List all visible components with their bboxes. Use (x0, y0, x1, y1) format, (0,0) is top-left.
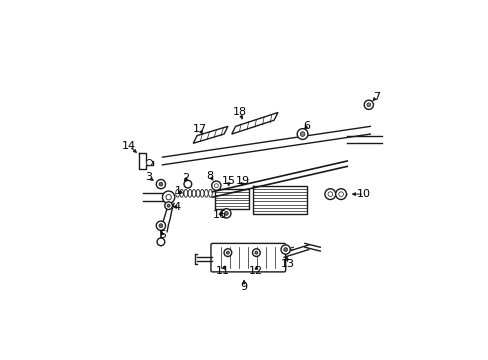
Text: 17: 17 (192, 124, 206, 134)
Circle shape (214, 184, 218, 188)
Text: 19: 19 (235, 176, 249, 186)
Circle shape (162, 191, 174, 203)
Circle shape (226, 251, 229, 254)
Text: 8: 8 (206, 171, 213, 181)
Text: 1: 1 (175, 186, 182, 196)
Circle shape (183, 180, 191, 188)
Text: 5: 5 (159, 230, 165, 240)
Circle shape (324, 189, 335, 199)
Circle shape (327, 192, 332, 197)
Circle shape (283, 248, 287, 252)
Text: 12: 12 (249, 266, 263, 276)
Circle shape (167, 204, 170, 207)
Circle shape (366, 103, 370, 107)
Polygon shape (231, 112, 277, 134)
Ellipse shape (175, 189, 179, 197)
Text: 15: 15 (221, 176, 235, 186)
Ellipse shape (208, 189, 212, 197)
Circle shape (364, 100, 373, 109)
Text: 6: 6 (303, 121, 310, 131)
Circle shape (164, 202, 172, 210)
Ellipse shape (192, 189, 196, 197)
Text: 16: 16 (213, 210, 227, 220)
Circle shape (224, 249, 231, 256)
Ellipse shape (200, 189, 203, 197)
Circle shape (221, 209, 230, 218)
Text: 10: 10 (356, 189, 370, 199)
Circle shape (157, 238, 164, 246)
Ellipse shape (188, 189, 191, 197)
Ellipse shape (204, 189, 208, 197)
Circle shape (159, 224, 163, 228)
Circle shape (211, 181, 221, 190)
Ellipse shape (196, 189, 200, 197)
Circle shape (159, 182, 163, 186)
Polygon shape (193, 126, 227, 143)
Text: 2: 2 (182, 173, 189, 183)
Text: 14: 14 (122, 141, 136, 151)
Circle shape (156, 221, 165, 230)
Ellipse shape (183, 189, 187, 197)
Text: 3: 3 (145, 172, 152, 182)
Circle shape (254, 251, 257, 254)
Circle shape (281, 245, 290, 254)
Circle shape (156, 180, 165, 189)
FancyBboxPatch shape (210, 243, 285, 272)
Text: 7: 7 (372, 92, 379, 102)
Circle shape (338, 192, 343, 197)
Text: 13: 13 (281, 259, 294, 269)
Circle shape (252, 249, 260, 256)
Circle shape (146, 159, 152, 166)
Text: 18: 18 (233, 108, 247, 117)
Circle shape (297, 129, 307, 139)
Text: 4: 4 (173, 202, 180, 212)
Circle shape (165, 194, 171, 200)
Circle shape (300, 132, 305, 136)
Circle shape (335, 189, 346, 199)
Circle shape (224, 211, 228, 215)
Ellipse shape (180, 189, 183, 197)
Text: 9: 9 (240, 282, 247, 292)
Text: 11: 11 (215, 266, 229, 276)
